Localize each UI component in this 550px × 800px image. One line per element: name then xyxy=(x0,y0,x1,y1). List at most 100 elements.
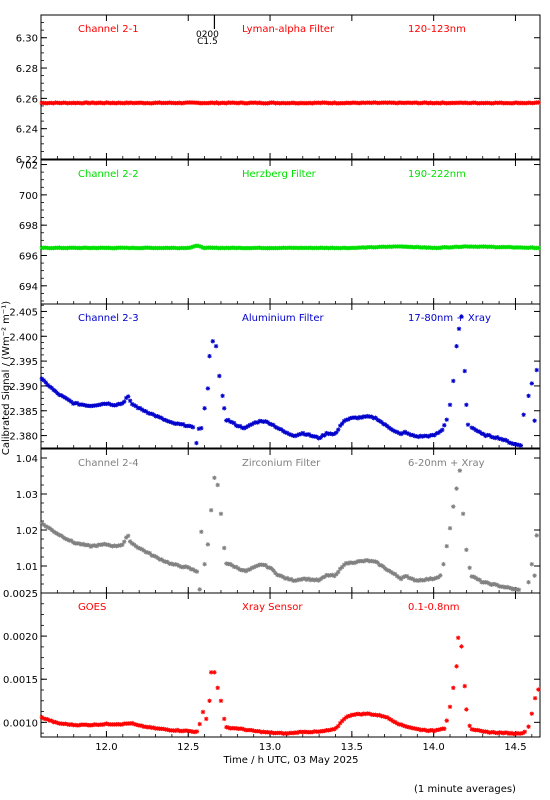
data-point xyxy=(363,711,368,717)
data-point xyxy=(194,440,199,446)
data-point xyxy=(426,434,431,439)
data-point xyxy=(310,729,315,735)
data-point xyxy=(192,568,198,574)
data-point xyxy=(208,508,214,513)
data-point xyxy=(163,417,168,423)
data-point xyxy=(396,575,402,580)
data-point xyxy=(49,527,54,532)
data-point xyxy=(341,562,347,567)
data-point xyxy=(475,727,480,733)
data-point xyxy=(373,415,378,420)
data-point xyxy=(345,417,351,422)
panel-label: Herzberg Filter xyxy=(242,169,317,180)
data-point xyxy=(286,431,292,437)
data-point xyxy=(200,245,206,250)
data-point xyxy=(245,101,251,106)
panel-label: Channel 2-4 xyxy=(78,458,139,469)
data-point xyxy=(469,425,474,430)
data-point xyxy=(414,100,420,105)
data-point xyxy=(207,353,212,359)
data-point xyxy=(151,412,156,417)
data-point xyxy=(459,644,464,649)
data-point xyxy=(205,542,211,547)
data-point xyxy=(196,426,202,432)
data-point xyxy=(257,100,262,105)
data-point xyxy=(241,568,247,573)
data-point xyxy=(237,567,243,572)
data-point xyxy=(456,326,462,332)
data-point xyxy=(218,698,224,703)
data-point xyxy=(426,101,431,106)
data-point xyxy=(204,716,209,722)
series-5 xyxy=(39,635,541,737)
flare-time-label: 0200 xyxy=(196,30,219,40)
data-point xyxy=(279,427,284,432)
data-point xyxy=(367,711,372,717)
data-point xyxy=(359,712,365,717)
data-point xyxy=(177,563,182,569)
data-point xyxy=(487,433,492,438)
data-point xyxy=(259,419,264,424)
data-point xyxy=(90,722,96,728)
panel-1: 6.22 6.24 6.26 6.28 6.30 Channel 2-1 Lyman-alp… xyxy=(16,14,541,166)
data-point xyxy=(71,401,76,406)
data-point xyxy=(267,421,272,426)
y-tick-label: 1.02 xyxy=(16,526,38,537)
y-tick-label: 1.04 xyxy=(16,454,38,465)
data-point xyxy=(224,418,229,423)
panel-frame xyxy=(40,448,541,594)
data-point xyxy=(491,729,496,735)
data-point xyxy=(255,100,260,106)
data-point xyxy=(182,564,188,569)
data-point xyxy=(487,581,492,586)
panel-frame xyxy=(40,303,541,449)
y-tick-label: 698 xyxy=(19,221,38,232)
data-point xyxy=(188,729,194,734)
data-point xyxy=(424,576,429,582)
data-point xyxy=(499,100,504,105)
data-point xyxy=(55,720,60,726)
data-point xyxy=(213,344,219,349)
data-point xyxy=(127,398,133,403)
data-point xyxy=(217,373,222,379)
data-point xyxy=(529,381,535,386)
data-point xyxy=(120,542,125,547)
panel-label: 6-20nm + Xray xyxy=(408,458,485,469)
data-point xyxy=(428,576,433,581)
data-point xyxy=(108,402,113,407)
data-point xyxy=(53,719,58,725)
y-tick-label: 1.03 xyxy=(16,490,38,501)
data-point xyxy=(290,730,296,736)
data-point xyxy=(108,543,113,548)
data-point xyxy=(196,243,202,249)
data-point xyxy=(165,418,170,424)
data-point xyxy=(404,724,410,730)
data-point xyxy=(451,685,456,691)
data-point xyxy=(230,420,235,425)
data-point xyxy=(302,729,308,734)
data-point xyxy=(232,420,237,426)
data-point xyxy=(214,245,219,250)
data-point xyxy=(524,100,529,106)
y-tick-label: 6.28 xyxy=(16,64,38,75)
data-point xyxy=(151,725,156,730)
data-point xyxy=(110,544,115,549)
data-point xyxy=(338,423,343,428)
panel-label: 17-80nm + Xray xyxy=(408,313,491,324)
data-point xyxy=(532,573,537,578)
data-point xyxy=(257,729,262,734)
data-point xyxy=(502,437,508,442)
data-point xyxy=(298,729,304,734)
data-point xyxy=(265,101,270,106)
data-point xyxy=(271,100,276,105)
data-point xyxy=(459,314,464,319)
data-point xyxy=(45,382,50,388)
data-point xyxy=(432,728,437,734)
data-point xyxy=(355,416,361,421)
data-point xyxy=(67,722,72,728)
data-point xyxy=(526,724,531,729)
data-point xyxy=(76,541,82,546)
data-point xyxy=(118,543,123,548)
data-point xyxy=(249,727,255,733)
data-point xyxy=(357,101,363,106)
